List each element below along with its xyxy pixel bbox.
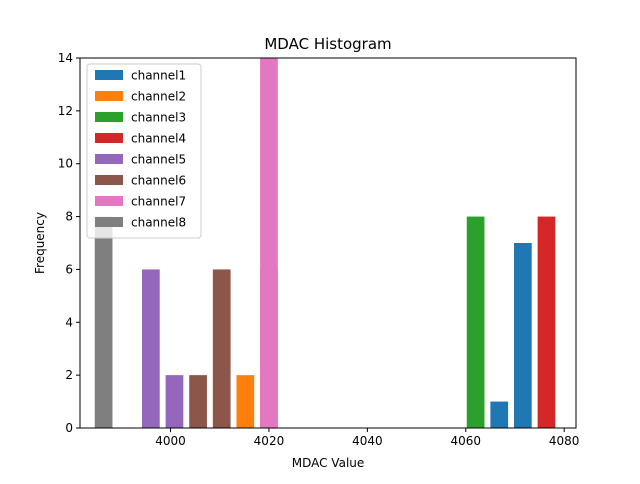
x-tick-label: 4000 — [155, 434, 186, 448]
x-tick-label: 4060 — [451, 434, 482, 448]
legend-label-channel8: channel8 — [131, 216, 186, 230]
bar-channel7-0 — [260, 58, 278, 428]
legend-label-channel2: channel2 — [131, 90, 186, 104]
bar-channel6-0 — [189, 375, 207, 428]
legend-swatch-channel5 — [95, 154, 123, 164]
legend-label-channel4: channel4 — [131, 132, 186, 146]
legend-label-channel5: channel5 — [131, 153, 186, 167]
axes-layer — [79, 57, 577, 429]
bar-channel1-0 — [490, 401, 509, 428]
x-tick-label: 4040 — [352, 434, 383, 448]
legend-box — [86, 63, 202, 239]
legend-swatch-channel8 — [95, 217, 123, 227]
y-tick-label: 4 — [65, 315, 73, 329]
bar-channel4-0 — [537, 216, 556, 428]
legend-swatch-channel3 — [95, 112, 123, 122]
legend-swatch-channel4 — [95, 133, 123, 143]
x-axis-label: MDAC Value — [292, 456, 365, 470]
plot-frame — [79, 57, 577, 429]
bar-channel1-1 — [514, 243, 532, 428]
y-ticks: 0 2 4 6 8 10 12 14 — [58, 51, 80, 435]
y-tick-label: 12 — [58, 104, 73, 118]
legend-swatch-channel7 — [95, 196, 123, 206]
legend-label-channel7: channel7 — [131, 195, 186, 209]
x-tick-label: 4020 — [254, 434, 285, 448]
x-ticks: 4000 4020 4040 4060 4080 — [155, 428, 579, 448]
y-tick-label: 10 — [58, 157, 73, 171]
y-tick-label: 0 — [65, 421, 73, 435]
legend-swatch-channel1 — [95, 70, 123, 80]
x-tick-label: 4080 — [549, 434, 580, 448]
legend: channel1 channel2 channel3 channel4 channel5… — [86, 63, 202, 239]
bar-channel3-0 — [466, 216, 485, 428]
bar-channel8-0 — [94, 216, 113, 428]
bar-channel5-0 — [142, 269, 160, 428]
bar-channel6-1 — [212, 269, 231, 428]
y-tick-label: 2 — [65, 368, 73, 382]
legend-swatch-channel2 — [95, 91, 123, 101]
bars-layer — [94, 58, 556, 428]
y-tick-label: 14 — [58, 51, 73, 65]
y-tick-label: 8 — [65, 210, 73, 224]
bar-channel5-1 — [165, 375, 184, 428]
legend-label-channel3: channel3 — [131, 111, 186, 125]
chart-title: MDAC Histogram — [264, 35, 391, 53]
legend-label-channel6: channel6 — [131, 174, 186, 188]
legend-label-channel1: channel1 — [131, 69, 186, 83]
y-tick-label: 6 — [65, 262, 73, 276]
y-axis-label: Frequency — [33, 212, 47, 274]
legend-swatch-channel6 — [95, 175, 123, 185]
bar-channel2-0 — [236, 375, 255, 428]
